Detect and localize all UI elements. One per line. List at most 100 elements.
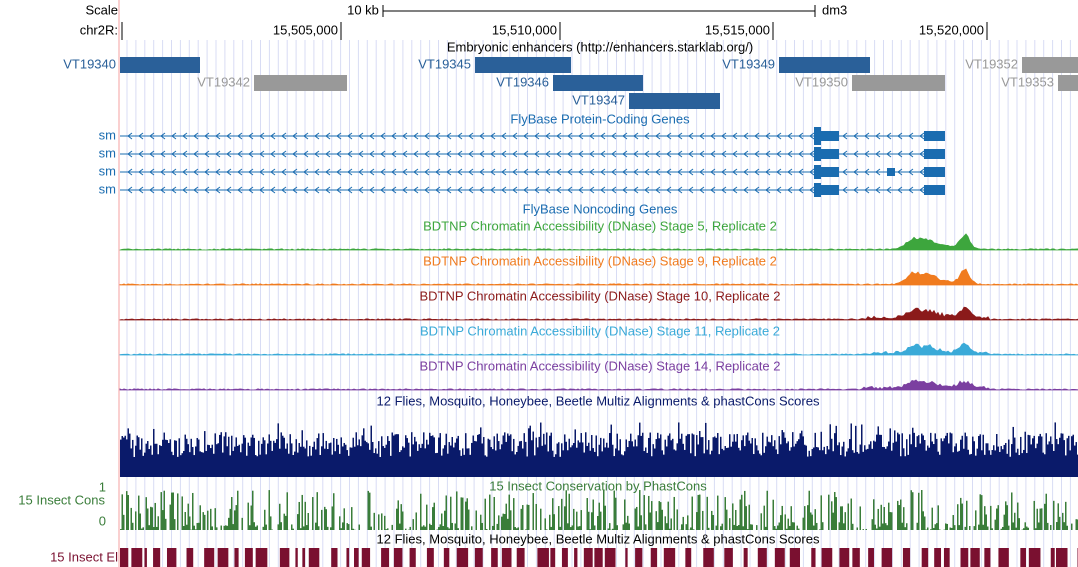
multiz-bar: [216, 444, 218, 477]
conservation-bar: [256, 525, 258, 530]
strand-arrows: [127, 132, 936, 140]
multiz-bar: [754, 438, 756, 477]
multiz-bar: [823, 446, 825, 477]
conservation-bar: [636, 506, 638, 530]
conservation-bar: [916, 522, 918, 530]
multiz-bar: [360, 446, 362, 477]
conservation-bar: [174, 519, 176, 530]
multiz-bar: [495, 450, 497, 477]
conservation-bar: [250, 505, 252, 530]
multiz-bar: [522, 448, 524, 477]
multiz-bar: [124, 435, 126, 477]
conservation-bar: [756, 525, 758, 530]
multiz-bar: [978, 436, 980, 477]
multiz-bar: [123, 437, 125, 477]
conservation-bar: [1059, 516, 1061, 530]
multiz-bar: [843, 441, 845, 477]
conservation-bar: [237, 490, 239, 530]
conservation-bar: [429, 523, 431, 530]
conservation-bar: [982, 524, 984, 530]
multiz-bar: [724, 446, 726, 477]
conservation-bar: [420, 493, 422, 530]
multiz-bar: [432, 435, 434, 477]
multiz-bar: [211, 444, 213, 477]
multiz-bar: [984, 454, 986, 477]
multiz-bar: [964, 432, 966, 477]
multiz-bar: [519, 441, 521, 477]
multiz-bar: [352, 437, 354, 477]
multiz-bar: [153, 428, 155, 477]
multiz-bar: [315, 449, 317, 477]
conservation-bar: [303, 526, 305, 530]
multiz-bar: [856, 452, 858, 477]
multiz-bar: [492, 449, 494, 477]
conservation-bar: [780, 515, 782, 530]
multiz-bar: [300, 446, 302, 477]
conservation-bar: [964, 526, 966, 530]
multiz-bar: [711, 450, 713, 477]
strand-arrows: [127, 150, 936, 158]
conservation-bar: [852, 523, 854, 530]
conservation-bar: [957, 504, 959, 530]
multiz-bar: [751, 438, 753, 477]
multiz-bar: [1050, 436, 1052, 477]
multiz-bar: [190, 438, 192, 477]
multiz-bar: [139, 449, 141, 477]
multiz-bar: [936, 438, 938, 477]
multiz-bar: [603, 438, 605, 477]
conservation-bar: [733, 524, 735, 530]
conservation-bar: [508, 494, 510, 530]
conservation-bar: [813, 525, 815, 530]
conservation-bar: [229, 508, 231, 530]
multiz-bar: [666, 446, 668, 477]
conservation-bar: [715, 525, 717, 530]
multiz-bar: [207, 444, 209, 477]
multiz-bar: [600, 437, 602, 477]
track-title: FlyBase Noncoding Genes: [523, 201, 678, 216]
multiz-bar: [550, 432, 552, 477]
conservation-bar: [255, 526, 257, 530]
conservation-bar: [961, 503, 963, 530]
multiz-bar: [333, 438, 335, 477]
multiz-bar: [676, 443, 678, 477]
multiz-bar: [1000, 446, 1002, 477]
conservation-bar: [324, 506, 326, 530]
exon: [814, 147, 821, 161]
multiz-bar: [472, 435, 474, 477]
multiz-bar: [1003, 444, 1005, 477]
multiz-bar: [154, 443, 156, 477]
conserved-element: [625, 548, 628, 567]
multiz-bar: [1071, 436, 1073, 477]
exon: [821, 149, 839, 159]
multiz-bar: [168, 443, 170, 477]
conservation-bar: [430, 524, 432, 530]
multiz-bar: [402, 446, 404, 477]
conservation-bar: [445, 495, 447, 530]
multiz-bar: [388, 440, 390, 477]
conservation-bar: [973, 526, 975, 530]
conservation-bar: [841, 506, 843, 530]
axis-label: 1: [99, 479, 106, 494]
multiz-bar: [679, 438, 681, 477]
multiz-bar: [657, 432, 659, 477]
multiz-bar: [520, 440, 522, 477]
multiz-bar: [873, 440, 875, 477]
conservation-bar: [535, 503, 537, 530]
conservation-bar: [778, 522, 780, 530]
conservation-bar: [1056, 522, 1058, 530]
multiz-bar: [429, 432, 431, 477]
multiz-bar: [387, 436, 389, 477]
multiz-bar: [768, 441, 770, 477]
conservation-bar: [664, 516, 666, 530]
conservation-bar: [189, 516, 191, 530]
conservation-bar: [1057, 503, 1059, 530]
multiz-bar: [411, 432, 413, 477]
conserved-element: [1056, 548, 1068, 567]
multiz-bar: [747, 432, 749, 477]
multiz-bar: [546, 432, 548, 477]
conserved-element: [561, 548, 568, 567]
multiz-bar: [757, 450, 759, 477]
multiz-bar: [738, 447, 740, 477]
conservation-bar: [234, 510, 236, 530]
multiz-bar: [1075, 442, 1077, 477]
